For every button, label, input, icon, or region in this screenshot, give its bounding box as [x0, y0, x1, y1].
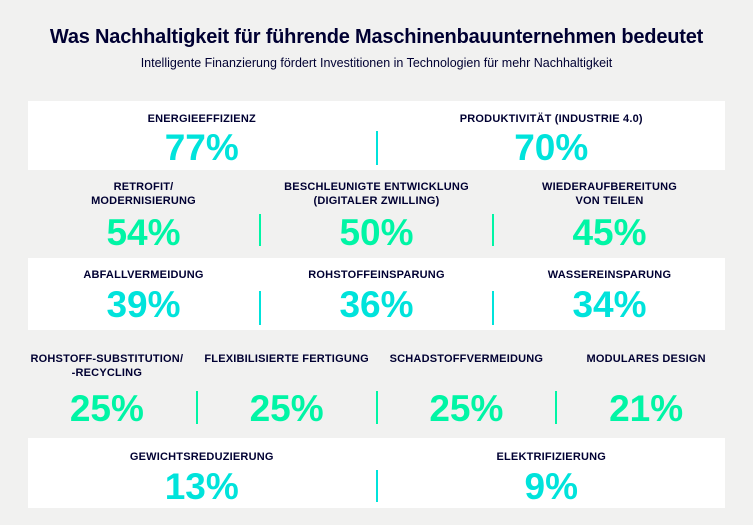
stat-label: ENERGIEEFFIZIENZ: [147, 113, 256, 125]
stat-value: 25%: [429, 388, 504, 429]
stat-label: ROHSTOFFEINSPARUNG: [308, 269, 445, 281]
stat-value: 25%: [249, 388, 324, 429]
stat-cell-energieeffizienz: ENERGIEEFFIZIENZ 77%: [28, 101, 376, 170]
stat-label: FLEXIBILISIERTE FERTIGUNG: [204, 353, 369, 365]
page-title: Was Nachhaltigkeit für führende Maschine…: [49, 26, 704, 48]
stat-value: 25%: [69, 388, 144, 429]
stat-value: 21%: [609, 388, 684, 429]
stat-cell-wiederaufbereitung: WIEDERAUFBEREITUNG VON TEILEN 45%: [494, 170, 725, 258]
stat-value: 34%: [572, 284, 647, 325]
vertical-divider: [555, 391, 558, 424]
vertical-divider: [375, 470, 378, 502]
stat-label: SCHADSTOFFVERMEIDUNG: [389, 353, 544, 365]
stat-cell-schadstoffvermeidung: SCHADSTOFFVERMEIDUNG 25%: [378, 330, 556, 438]
stat-cell-beschleunigte-entwicklung: BESCHLEUNIGTE ENTWICKLUNG (DIGITALER ZWI…: [261, 170, 492, 258]
stat-cell-rohstoffeinsparung: ROHSTOFFEINSPARUNG 36%: [261, 258, 492, 330]
stat-label: GEWICHTSREDUZIERUNG: [129, 451, 274, 463]
stat-label: BESCHLEUNIGTE ENTWICKLUNG (DIGITALER ZWI…: [284, 181, 469, 207]
stat-cell-flexibilisierte-fertigung: FLEXIBILISIERTE FERTIGUNG 25%: [198, 330, 376, 438]
stat-label: ELEKTRIFIZIERUNG: [496, 451, 607, 463]
stat-label: ABFALLVERMEIDUNG: [83, 269, 204, 281]
stats-row-3: ABFALLVERMEIDUNG 39% ROHSTOFFEINSPARUNG …: [28, 258, 725, 330]
stat-value: 70%: [514, 127, 589, 168]
stat-label: WASSEREINSPARUNG: [547, 269, 672, 281]
stat-value: 36%: [339, 284, 414, 325]
stat-cell-retrofit: RETROFIT/ MODERNISIERUNG 54%: [28, 170, 259, 258]
vertical-divider: [195, 391, 198, 424]
stat-cell-gewichtsreduzierung: GEWICHTSREDUZIERUNG 13%: [28, 438, 376, 508]
stat-label: ROHSTOFF-SUBSTITUTION/ -RECYCLING: [30, 353, 184, 379]
stat-cell-modulares-design: MODULARES DESIGN 21%: [557, 330, 735, 438]
vertical-divider: [259, 214, 261, 246]
infographic-header: Was Nachhaltigkeit für führende Maschine…: [0, 0, 753, 71]
stat-label: PRODUKTIVITÄT (INDUSTRIE 4.0): [459, 113, 643, 125]
stat-value: 13%: [164, 466, 239, 507]
stat-value: 54%: [106, 212, 181, 253]
stats-grid: ENERGIEEFFIZIENZ 77% PRODUKTIVITÄT (INDU…: [28, 101, 725, 508]
stat-cell-rohstoff-substitution: ROHSTOFF-SUBSTITUTION/ -RECYCLING 25%: [18, 330, 196, 438]
stat-cell-abfallvermeidung: ABFALLVERMEIDUNG 39%: [28, 258, 259, 330]
stats-row-2: RETROFIT/ MODERNISIERUNG 54% BESCHLEUNIG…: [28, 170, 725, 258]
stat-value: 77%: [164, 127, 239, 168]
stats-row-4: ROHSTOFF-SUBSTITUTION/ -RECYCLING 25% FL…: [18, 330, 735, 438]
stats-row-1: ENERGIEEFFIZIENZ 77% PRODUKTIVITÄT (INDU…: [28, 101, 725, 170]
stat-cell-wassereinsparung: WASSEREINSPARUNG 34%: [494, 258, 725, 330]
stat-cell-produktivitaet: PRODUKTIVITÄT (INDUSTRIE 4.0) 70%: [378, 101, 726, 170]
stat-label: WIEDERAUFBEREITUNG VON TEILEN: [542, 181, 677, 207]
vertical-divider: [492, 214, 494, 246]
stat-value: 9%: [524, 466, 578, 507]
vertical-divider: [375, 131, 378, 165]
vertical-divider: [375, 391, 378, 424]
page-subtitle: Intelligente Finanzierung fördert Invest…: [140, 56, 613, 70]
stat-cell-elektrifizierung: ELEKTRIFIZIERUNG 9%: [378, 438, 726, 508]
stat-value: 50%: [339, 212, 414, 253]
stat-value: 39%: [106, 284, 181, 325]
stat-label: RETROFIT/ MODERNISIERUNG: [91, 181, 196, 207]
stat-value: 45%: [572, 212, 647, 253]
vertical-divider: [259, 291, 261, 325]
vertical-divider: [492, 291, 494, 325]
stats-row-5: GEWICHTSREDUZIERUNG 13% ELEKTRIFIZIERUNG…: [28, 438, 725, 508]
stat-label: MODULARES DESIGN: [586, 353, 706, 365]
